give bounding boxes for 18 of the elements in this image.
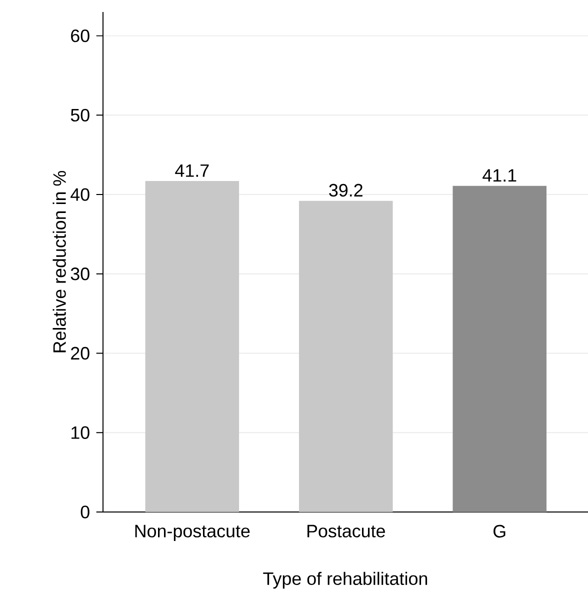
data-label: 39.2	[329, 184, 362, 197]
x-tick-label: G	[494, 524, 506, 538]
bar	[299, 200, 393, 512]
y-tick-label: 50	[70, 108, 90, 122]
y-tick-label: 10	[72, 426, 90, 439]
bar	[145, 181, 240, 512]
y-tick-label: 20	[71, 346, 90, 360]
y-tick-label: 0	[80, 506, 90, 518]
y-axis-title: Relative reduction in %	[52, 170, 66, 352]
y-tick-label: 30	[70, 268, 90, 280]
data-label: 41.1	[482, 169, 516, 182]
y-tick-label: 60	[71, 29, 90, 42]
y-tick-label: 40	[70, 188, 90, 201]
x-axis-title: Type of rehabilitation	[263, 572, 428, 589]
bar	[452, 186, 546, 512]
x-tick-label: Postacute	[307, 524, 385, 538]
data-label: 41.7	[175, 164, 209, 177]
x-tick-label: Non-postacute	[135, 524, 250, 541]
